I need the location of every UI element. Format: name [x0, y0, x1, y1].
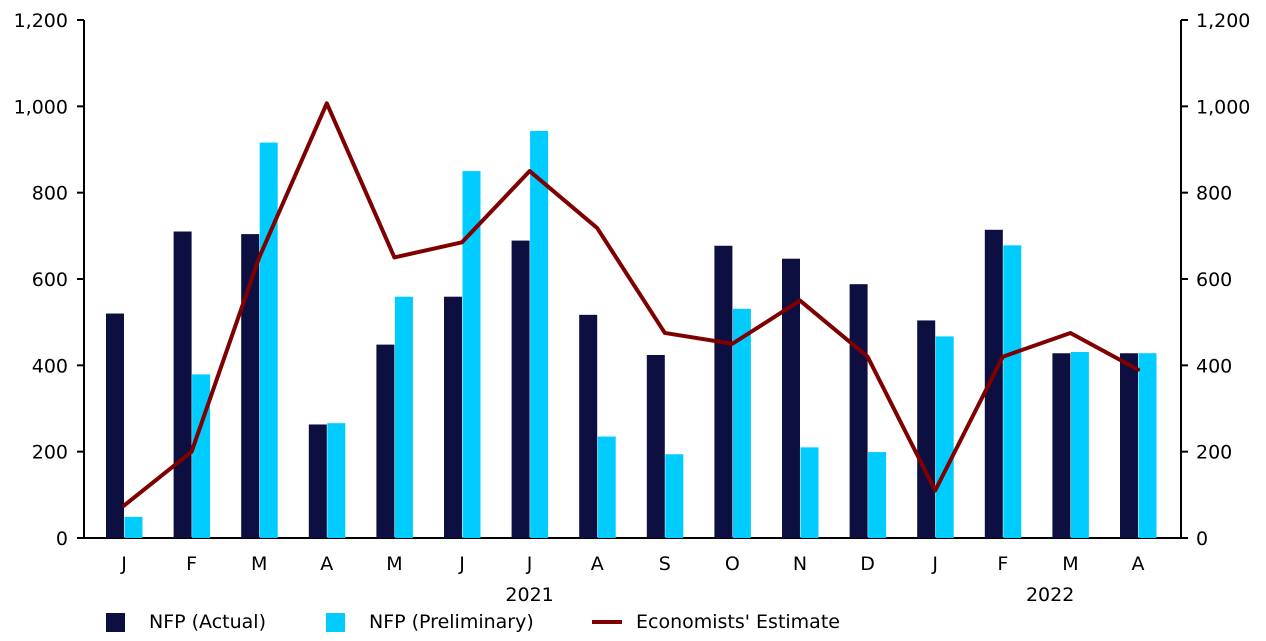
- nfp-chart: 0 0 200 200 400 400 600 600 800 800 1,000 1,000 1,20…: [14, 10, 1251, 606]
- y-tick-label-left: 0: [56, 528, 68, 550]
- x-year-label: 2021: [505, 584, 553, 606]
- bar-actual: [106, 313, 124, 538]
- x-tick-label: J: [931, 553, 938, 575]
- legend-swatch-estimate: [592, 620, 622, 624]
- x-tick-label: J: [526, 553, 533, 575]
- y-tick-label-right: 1,200: [1196, 10, 1250, 32]
- x-tick-label: M: [386, 553, 402, 575]
- bar-preliminary: [530, 130, 549, 538]
- bar-preliminary: [192, 374, 211, 538]
- bar-actual: [173, 231, 192, 538]
- bar-preliminary: [1138, 353, 1157, 538]
- x-tick-label: M: [1062, 553, 1078, 575]
- y-tick-label-left: 200: [32, 442, 68, 464]
- y-tick-label-left: 600: [32, 269, 68, 291]
- bar-preliminary: [462, 171, 481, 539]
- bar-actual: [308, 424, 327, 538]
- y-tick-label-right: 600: [1196, 269, 1232, 291]
- bar-preliminary: [597, 436, 616, 538]
- bar-preliminary: [935, 336, 954, 538]
- legend-label-preliminary: NFP (Preliminary): [369, 611, 534, 633]
- legend: NFP (Actual) NFP (Preliminary) Economist…: [0, 606, 1266, 638]
- bar-actual: [1120, 353, 1138, 538]
- bar-actual: [511, 240, 530, 538]
- bar-actual: [984, 229, 1003, 539]
- x-tick-label: M: [251, 553, 267, 575]
- bar-actual: [241, 234, 260, 538]
- bar-preliminary: [732, 308, 751, 538]
- y-tick-label-right: 400: [1196, 355, 1232, 377]
- bar-actual: [444, 296, 462, 538]
- bar-preliminary: [327, 423, 346, 538]
- x-tick-label: F: [186, 553, 197, 575]
- bar-actual: [376, 344, 395, 538]
- bar-preliminary: [868, 452, 887, 538]
- legend-swatch-preliminary: [326, 612, 345, 632]
- bar-preliminary: [800, 447, 819, 538]
- y-tick-label-left: 400: [32, 355, 68, 377]
- bar-preliminary: [1070, 351, 1089, 538]
- legend-item-estimate: Economists' Estimate: [592, 606, 840, 638]
- bar-actual: [782, 258, 800, 538]
- y-tick-label-left: 800: [32, 183, 68, 205]
- bar-preliminary: [259, 142, 278, 539]
- y-tick-label-right: 0: [1196, 528, 1208, 550]
- bar-actual: [849, 284, 868, 538]
- bar-actual: [646, 354, 665, 538]
- bar-actual: [1052, 353, 1071, 538]
- line-economists-estimate: [122, 101, 1140, 508]
- y-tick-label-right: 800: [1196, 183, 1232, 205]
- y-tick-label-left: 1,200: [14, 10, 68, 32]
- x-tick-label: D: [860, 553, 875, 575]
- legend-swatch-actual: [106, 612, 125, 632]
- bar-preliminary: [124, 516, 143, 538]
- y-tick-label-left: 1,000: [14, 96, 68, 118]
- y-tick-label-right: 200: [1196, 442, 1232, 464]
- bar-actual: [917, 320, 936, 538]
- y-tick-label-right: 1,000: [1196, 96, 1250, 118]
- bar-preliminary: [394, 296, 413, 538]
- legend-label-actual: NFP (Actual): [149, 611, 266, 633]
- legend-item-preliminary: NFP (Preliminary): [326, 606, 534, 638]
- legend-item-actual: NFP (Actual): [106, 606, 266, 638]
- x-tick-label: J: [458, 553, 465, 575]
- bar-preliminary: [1003, 245, 1022, 538]
- x-tick-label: S: [659, 553, 671, 575]
- x-tick-label: N: [793, 553, 807, 575]
- x-year-label: 2022: [1026, 584, 1074, 606]
- x-tick-label: O: [725, 553, 740, 575]
- x-tick-label: A: [320, 553, 333, 575]
- bar-preliminary: [665, 454, 684, 538]
- x-tick-label: J: [120, 553, 127, 575]
- x-tick-label: A: [1132, 553, 1145, 575]
- bar-actual: [579, 314, 598, 538]
- x-tick-label: A: [591, 553, 604, 575]
- bar-actual: [714, 245, 733, 539]
- legend-label-estimate: Economists' Estimate: [636, 611, 840, 633]
- x-tick-label: F: [997, 553, 1008, 575]
